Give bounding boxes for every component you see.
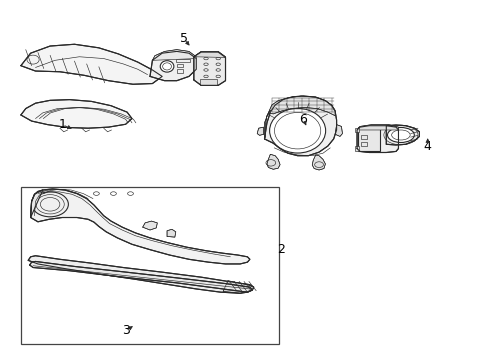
Polygon shape	[267, 154, 280, 169]
Polygon shape	[30, 190, 43, 217]
Bar	[361, 142, 367, 146]
Text: 6: 6	[299, 113, 307, 126]
Ellipse shape	[270, 108, 326, 153]
Bar	[176, 54, 191, 58]
Polygon shape	[28, 256, 254, 293]
Text: 2: 2	[278, 243, 286, 256]
Text: 3: 3	[122, 324, 129, 337]
Polygon shape	[386, 125, 419, 145]
Polygon shape	[152, 50, 196, 60]
Bar	[176, 59, 191, 62]
Polygon shape	[265, 111, 270, 139]
Polygon shape	[21, 100, 132, 128]
Text: 5: 5	[180, 32, 188, 45]
Bar	[177, 64, 183, 67]
Polygon shape	[335, 125, 343, 136]
Polygon shape	[30, 261, 252, 292]
Bar	[355, 147, 359, 151]
Polygon shape	[30, 189, 250, 264]
Polygon shape	[265, 96, 337, 156]
Text: 1: 1	[58, 118, 66, 131]
Polygon shape	[357, 125, 398, 130]
Polygon shape	[21, 44, 162, 84]
Polygon shape	[269, 96, 335, 116]
Bar	[200, 79, 217, 85]
Polygon shape	[150, 51, 196, 81]
Polygon shape	[194, 51, 225, 58]
Bar	[355, 128, 359, 132]
Polygon shape	[223, 281, 254, 293]
Ellipse shape	[32, 192, 69, 217]
Ellipse shape	[160, 61, 174, 72]
Polygon shape	[357, 126, 398, 153]
Bar	[21, 187, 279, 344]
Polygon shape	[167, 229, 176, 237]
Polygon shape	[194, 52, 225, 85]
Polygon shape	[143, 221, 157, 230]
Bar	[177, 69, 183, 73]
Text: 4: 4	[424, 140, 432, 153]
Polygon shape	[257, 127, 264, 135]
Bar	[358, 127, 380, 152]
Ellipse shape	[388, 127, 415, 143]
Bar	[361, 135, 367, 139]
Polygon shape	[312, 155, 325, 170]
